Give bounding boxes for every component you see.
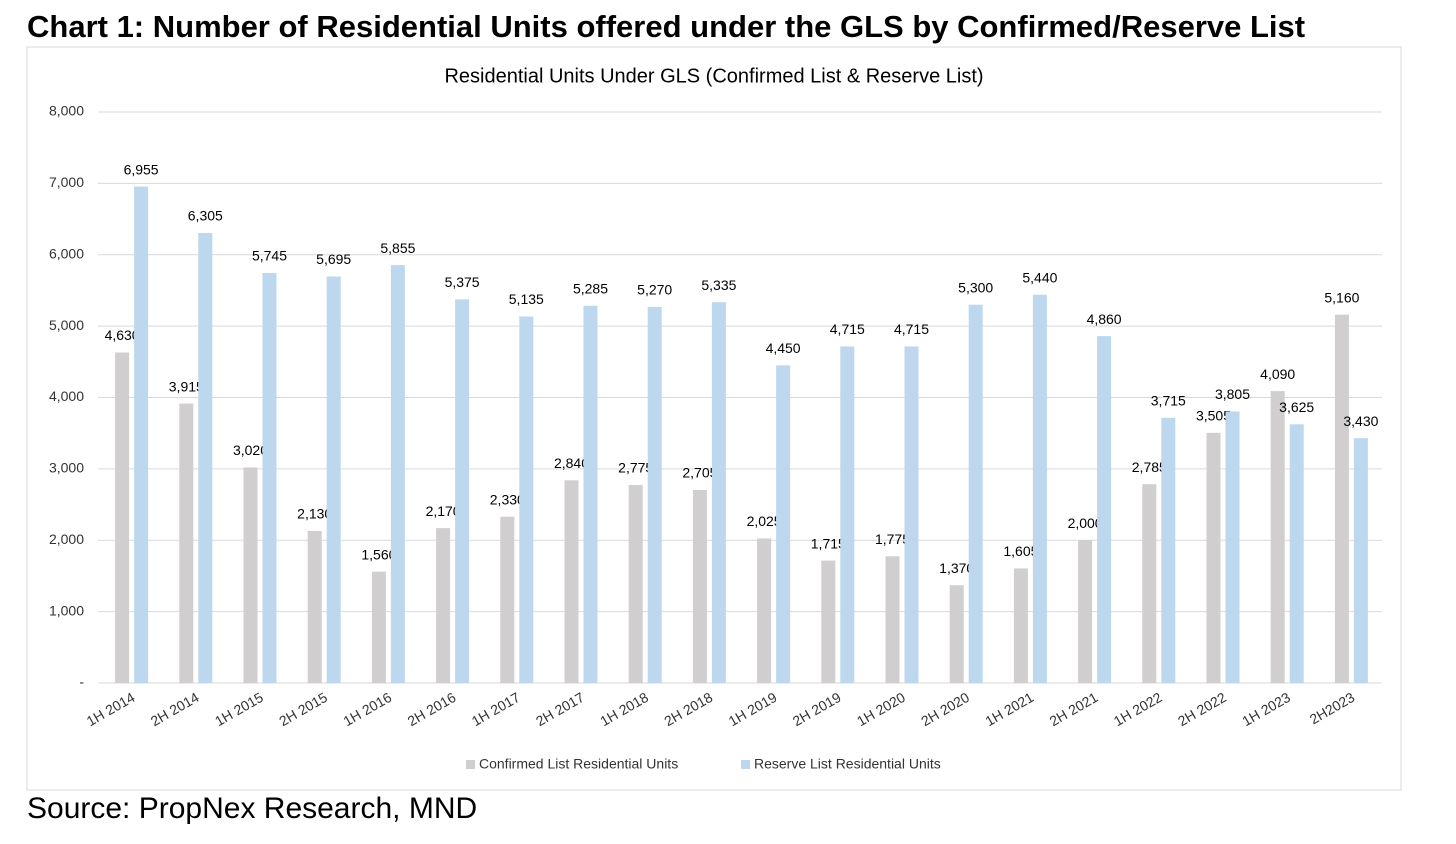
value-label: 5,745 [252,248,287,264]
bar [243,467,258,683]
bar [262,272,277,683]
bar [1032,294,1047,683]
legend-label: Confirmed List Residential Units [479,756,678,772]
value-label: 2,785 [1132,459,1167,475]
y-tick-label: 3,000 [49,460,84,476]
bar [371,571,386,683]
bar [757,538,772,683]
bar [1078,540,1093,683]
value-label: 1,715 [811,535,846,551]
y-tick-label: - [79,674,84,690]
bar [519,316,534,683]
bar [1161,417,1176,683]
value-label: 4,715 [894,321,929,337]
value-label: 2,170 [426,503,461,519]
y-tick-label: 7,000 [49,174,84,190]
chart-title: Residential Units Under GLS (Confirmed L… [444,65,983,87]
value-label: 4,090 [1260,366,1295,382]
bar [821,560,836,683]
bar [1225,411,1240,683]
bar [134,186,149,684]
value-label: 1,775 [875,531,910,547]
value-label: 5,285 [573,280,608,296]
value-label: 6,305 [188,208,223,224]
value-label: 5,375 [445,274,480,290]
value-label: 5,270 [637,282,672,298]
bar [885,556,900,683]
bar [455,299,470,683]
value-label: 4,450 [766,340,801,356]
bar [692,489,707,683]
bar [179,403,194,683]
y-tick-label: 1,000 [49,602,84,618]
value-label: 3,625 [1279,399,1314,415]
value-label: 3,715 [1151,393,1186,409]
bar [326,276,341,683]
value-label: 5,855 [380,240,415,256]
value-label: 4,715 [830,321,865,337]
legend-swatch [466,760,475,769]
y-tick-label: 4,000 [49,388,84,404]
value-label: 3,020 [233,442,268,458]
bar [647,306,662,683]
bar [840,346,855,683]
y-tick-label: 8,000 [49,103,84,119]
y-tick-label: 6,000 [49,245,84,261]
value-label: 2,025 [747,513,782,529]
value-label: 2,330 [490,491,525,507]
bar [904,346,919,683]
value-label: 3,915 [169,378,204,394]
bar [968,304,983,683]
bar [949,585,964,683]
bar [1142,484,1157,683]
bar [500,516,515,683]
value-label: 1,370 [939,560,974,576]
bar [583,305,598,683]
bar [198,232,213,683]
value-label: 2,775 [618,460,653,476]
value-label: 5,335 [701,277,736,293]
bar [1270,391,1285,683]
bar [1206,432,1221,683]
value-label: 5,135 [509,291,544,307]
value-label: 5,300 [958,279,993,295]
value-label: 2,705 [682,465,717,481]
bar [1289,424,1304,683]
bar [1013,568,1028,683]
bar [1334,314,1349,683]
bar [711,302,726,683]
bar [115,352,130,683]
value-label: 5,695 [316,251,351,267]
page-title: Chart 1: Number of Residential Units off… [27,9,1305,44]
value-label: 5,440 [1022,269,1057,285]
bar [776,365,791,683]
source: Source: PropNex Research, MND [27,792,477,825]
value-label: 5,160 [1324,289,1359,305]
legend-swatch [741,760,750,769]
value-label: 3,805 [1215,386,1250,402]
value-label: 2,840 [554,455,589,471]
value-label: 4,860 [1087,311,1122,327]
bar [1353,438,1368,683]
value-label: 4,630 [105,327,140,343]
bar [436,528,451,683]
value-label: 2,130 [297,506,332,522]
y-tick-label: 2,000 [49,531,84,547]
value-label: 3,505 [1196,408,1231,424]
value-label: 1,605 [1003,543,1038,559]
bar [564,480,579,683]
y-tick-label: 5,000 [49,317,84,333]
bar [307,530,322,683]
value-label: 3,430 [1343,413,1378,429]
value-label: 1,560 [361,546,396,562]
bar [390,265,405,683]
value-label: 2,000 [1068,515,1103,531]
bar [1097,336,1112,683]
legend-label: Reserve List Residential Units [754,756,941,772]
bar [628,484,643,683]
value-label: 6,955 [124,161,159,177]
